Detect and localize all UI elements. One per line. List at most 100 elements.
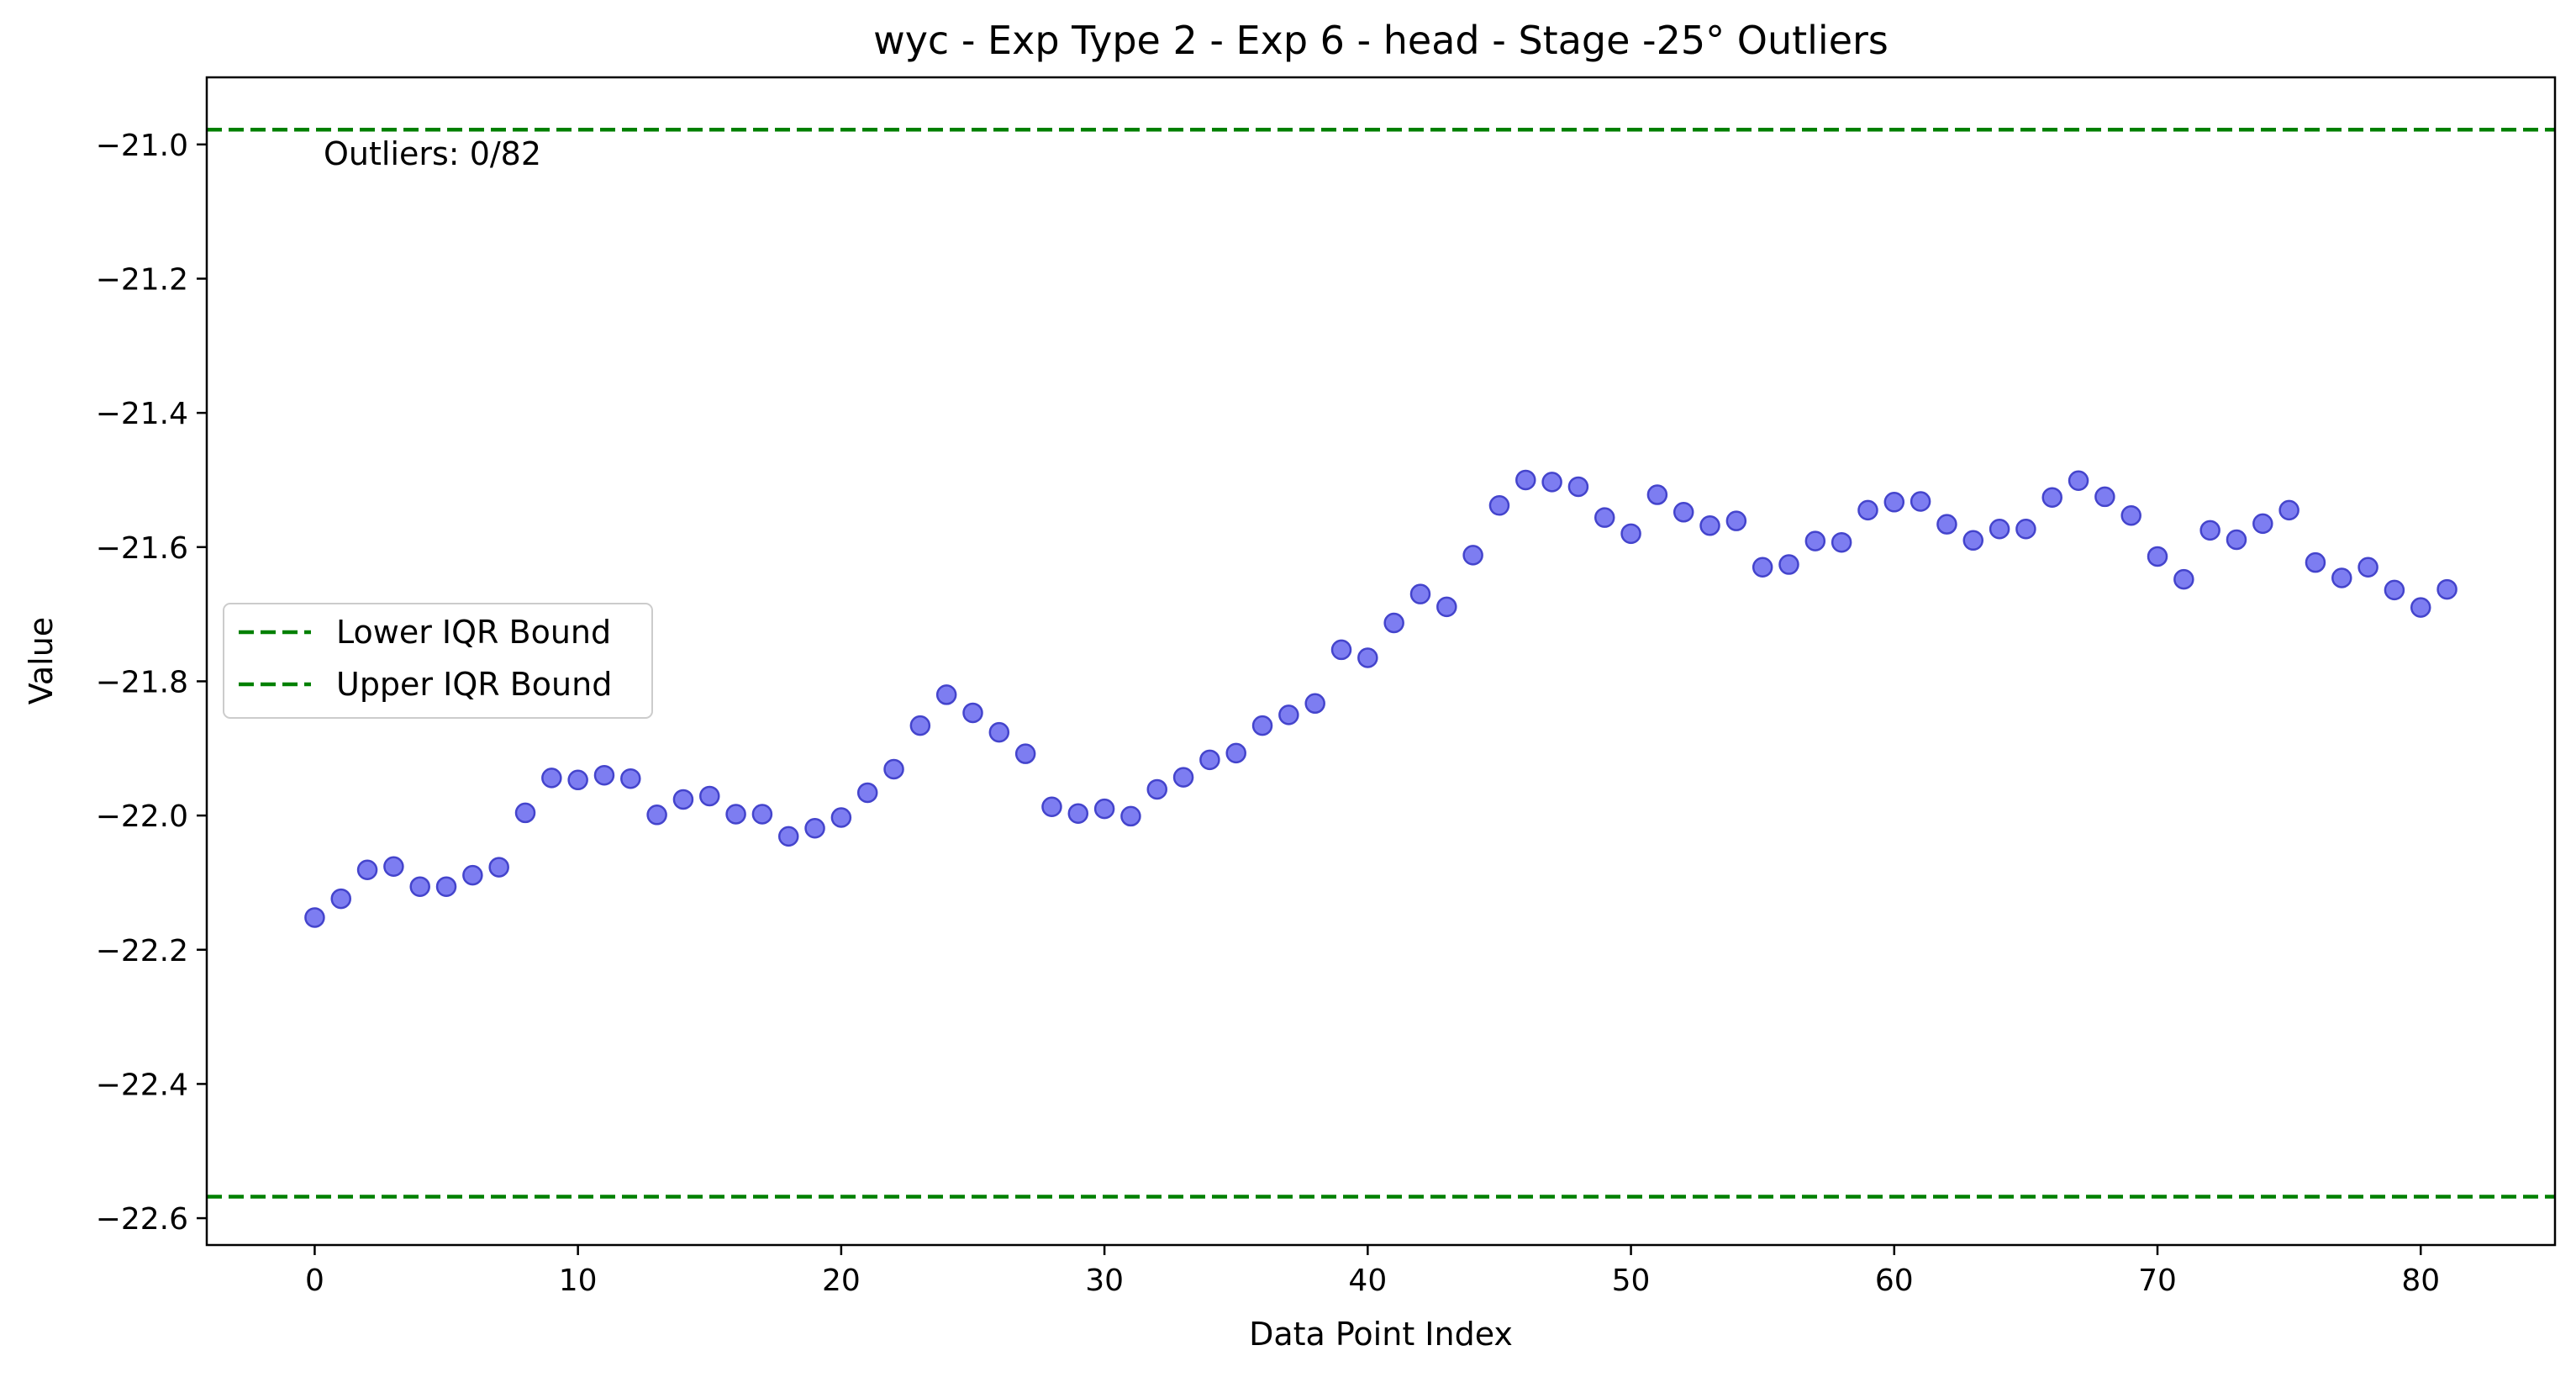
y-tick-label: −22.0	[96, 799, 188, 834]
reference-lines	[207, 128, 2555, 1199]
data-point	[435, 876, 457, 897]
data-point	[2041, 487, 2062, 508]
data-point	[777, 826, 799, 847]
x-tick-label: 30	[1085, 1264, 1124, 1298]
data-point	[1488, 495, 1510, 516]
legend-label-lower: Lower IQR Bound	[336, 614, 611, 651]
data-point	[356, 859, 378, 881]
data-point	[725, 804, 746, 825]
x-axis-ticks: 0 10 20 30 40 50 60 70 80	[305, 1245, 2440, 1298]
data-point	[1225, 742, 1246, 764]
data-point	[935, 684, 957, 705]
data-point	[2331, 567, 2352, 588]
data-point	[1541, 472, 1562, 493]
data-point	[2094, 486, 2115, 508]
data-point	[1725, 510, 1747, 531]
y-tick-label: −21.8	[96, 665, 188, 699]
data-point	[1620, 523, 1641, 545]
x-tick-label: 80	[2401, 1264, 2440, 1298]
chart-title: wyc - Exp Type 2 - Exp 6 - head - Stage …	[873, 18, 1889, 63]
y-tick-label: −22.4	[96, 1068, 188, 1102]
y-tick-label: −21.0	[96, 129, 188, 163]
y-axis-title: Value	[23, 617, 60, 704]
data-point	[1330, 639, 1352, 661]
data-point	[1409, 583, 1431, 604]
data-point	[988, 721, 1010, 743]
data-point	[1646, 484, 1668, 505]
y-axis-ticks: −21.0 −21.2 −21.4 −21.6 −21.8 −22.0 −22.2 −22.4…	[96, 129, 207, 1237]
data-point	[1515, 469, 1536, 491]
data-point	[751, 804, 773, 825]
data-point	[2436, 578, 2457, 600]
data-point	[2357, 557, 2378, 578]
legend: Lower IQR Bound Upper IQR Bound	[223, 603, 653, 719]
x-tick-label: 20	[822, 1264, 861, 1298]
y-tick-label: −21.2	[96, 262, 188, 297]
data-point	[462, 864, 483, 886]
data-point	[1752, 557, 1773, 578]
data-points	[304, 469, 2457, 928]
data-point	[1673, 502, 1694, 523]
legend-label-upper: Upper IQR Bound	[336, 666, 612, 703]
data-point	[1199, 749, 1220, 771]
data-point	[1594, 507, 1615, 528]
x-tick-label: 60	[1875, 1264, 1914, 1298]
data-point	[1831, 531, 1852, 553]
data-point	[1962, 530, 1984, 551]
data-point	[2278, 499, 2299, 521]
data-point	[593, 764, 615, 786]
data-point	[2410, 597, 2431, 618]
data-point	[1014, 743, 1036, 764]
data-point	[620, 768, 641, 789]
x-tick-label: 0	[305, 1264, 324, 1298]
data-point	[1120, 805, 1141, 827]
data-point	[330, 888, 351, 910]
data-point	[304, 907, 325, 928]
x-tick-label: 50	[1612, 1264, 1651, 1298]
data-point	[1567, 476, 1589, 498]
data-point	[1251, 715, 1273, 736]
data-point	[909, 715, 931, 736]
data-point	[962, 702, 983, 724]
data-point	[2199, 520, 2220, 541]
y-tick-label: −22.2	[96, 934, 188, 968]
data-point	[1304, 693, 1325, 715]
data-point	[804, 818, 825, 839]
outliers-annotation: Outliers: 0/82	[324, 135, 541, 172]
data-point	[488, 857, 509, 878]
data-point	[856, 782, 878, 804]
data-point	[383, 856, 404, 878]
data-point	[2068, 470, 2089, 492]
y-tick-label: −21.6	[96, 531, 188, 566]
data-point	[2015, 518, 2036, 540]
data-point	[1436, 596, 1457, 618]
y-tick-label: −21.4	[96, 397, 188, 431]
data-point	[699, 785, 720, 807]
data-point	[1883, 492, 1905, 513]
data-point	[1462, 545, 1483, 566]
data-point	[1278, 704, 1299, 725]
x-tick-label: 70	[2138, 1264, 2177, 1298]
legend-box	[223, 603, 653, 719]
data-point	[1067, 803, 1089, 824]
data-point	[2226, 529, 2247, 551]
data-point	[541, 768, 562, 789]
data-point	[1989, 518, 2010, 540]
data-point	[1778, 554, 1799, 575]
data-point	[567, 769, 588, 791]
data-point	[1383, 612, 1404, 634]
data-point	[514, 802, 536, 824]
plot-area-frame	[205, 76, 2557, 1247]
data-point	[2252, 513, 2273, 535]
x-axis-title: Data Point Index	[1249, 1316, 1513, 1353]
data-point	[1699, 514, 1720, 536]
data-point	[2147, 546, 2168, 567]
data-point	[1041, 796, 1062, 817]
data-point	[2384, 579, 2405, 601]
data-point	[2120, 505, 2141, 526]
y-tick-label: −22.6	[96, 1202, 188, 1237]
data-point	[1936, 514, 1957, 535]
data-point	[883, 758, 904, 780]
